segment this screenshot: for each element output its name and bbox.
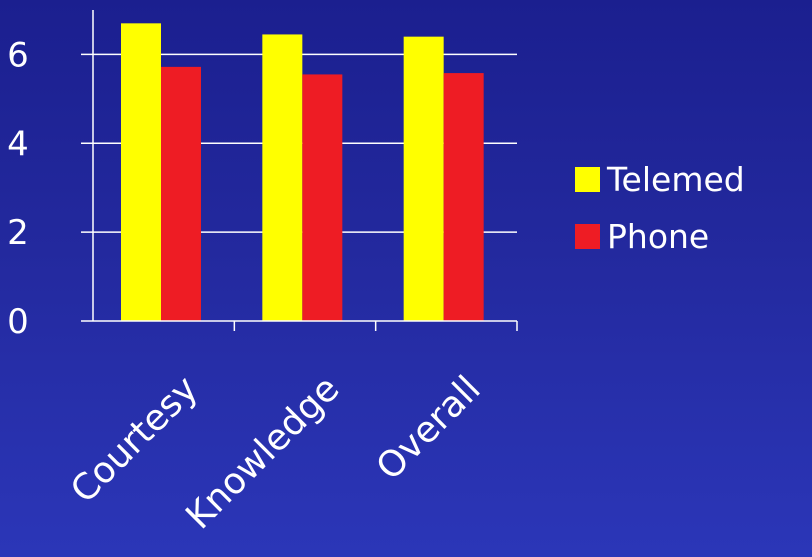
x-category-label: Courtesy bbox=[63, 368, 206, 511]
y-tick-labels: 0 2 4 6 bbox=[7, 35, 29, 342]
bar-phone-knowledge bbox=[302, 74, 343, 322]
legend-label-phone: Phone bbox=[607, 217, 709, 256]
bar-telemed-overall bbox=[403, 36, 444, 322]
bar-telemed-courtesy bbox=[121, 23, 161, 321]
bar-telemed-knowledge bbox=[262, 34, 303, 321]
x-category-label: Knowledge bbox=[178, 368, 347, 537]
bar-phone-overall bbox=[443, 73, 484, 322]
legend-label-telemed: Telemed bbox=[606, 160, 745, 199]
axes bbox=[81, 10, 518, 331]
y-tick-label: 0 bbox=[7, 302, 29, 342]
legend-swatch-phone bbox=[575, 224, 600, 249]
y-tick-label: 6 bbox=[7, 35, 29, 75]
y-tick-label: 4 bbox=[7, 124, 29, 164]
x-category-label: Overall bbox=[369, 368, 489, 488]
bar-phone-courtesy bbox=[161, 66, 201, 322]
bars bbox=[121, 23, 484, 322]
legend-swatch-telemed bbox=[575, 167, 600, 192]
legend: Telemed Phone bbox=[575, 160, 745, 256]
y-tick-label: 2 bbox=[7, 213, 29, 253]
